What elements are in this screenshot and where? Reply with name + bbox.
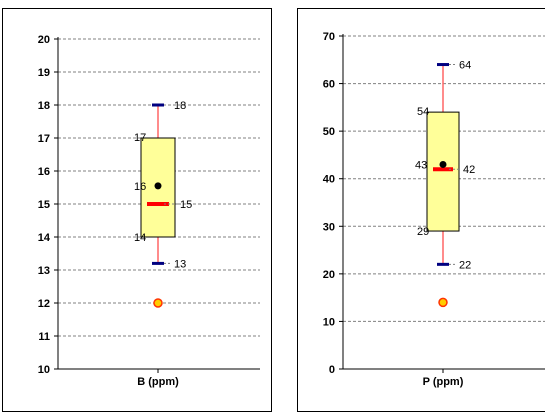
y-tick-label: 15 [38, 199, 50, 211]
iqr-box [426, 111, 460, 232]
y-tick-label: 60 [323, 79, 335, 91]
boxplot-phosphorus-svg: 0 10 20 30 40 50 60 70 P (ppm) 64 54 43 42 29 22 [323, 31, 545, 388]
x-axis-label: B (ppm) [137, 376, 179, 388]
chart-panel-phosphorus: 0 10 20 30 40 50 60 70 P (ppm) 64 54 43 42 29 22 [297, 8, 545, 412]
boxplot-boron-svg: 10 11 12 13 14 15 16 17 18 19 20 B (ppm) 18 17 16 15 14 1… [38, 34, 260, 388]
annotation-min: 22 [459, 259, 471, 271]
y-tick-label: 20 [323, 269, 335, 281]
annotation-q1: 14 [134, 232, 146, 244]
y-tick-label: 20 [38, 34, 50, 46]
annotation-max: 64 [459, 60, 471, 72]
y-tick-label: 14 [38, 232, 51, 244]
y-tick-label: 13 [38, 265, 50, 277]
annotation-mean: 43 [415, 159, 427, 171]
annotation-median: 15 [180, 199, 192, 211]
outlier-marker [153, 298, 163, 308]
mean-marker [439, 160, 447, 168]
annotation-q3: 17 [134, 132, 146, 144]
outlier-marker [438, 297, 448, 308]
y-tick-label: 30 [323, 221, 335, 233]
y-tick-label: 50 [323, 126, 335, 138]
y-tick-label: 18 [38, 100, 50, 112]
y-tick-label: 11 [38, 331, 50, 343]
y-tick-label: 70 [323, 31, 335, 43]
annotation-median: 42 [463, 164, 475, 176]
mean-marker [154, 182, 162, 190]
chart-panel-boron: 10 11 12 13 14 15 16 17 18 19 20 B (ppm) 18 17 16 15 14 1… [2, 8, 272, 412]
annotation-mean: 16 [134, 181, 146, 193]
y-tick-label: 40 [323, 174, 335, 186]
y-tick-label: 10 [38, 364, 50, 376]
annotation-max: 18 [174, 100, 186, 112]
y-tick-label: 16 [38, 166, 50, 178]
annotation-q3: 54 [417, 106, 429, 118]
annotation-q1: 29 [417, 226, 429, 238]
y-tick-label: 10 [323, 316, 335, 328]
y-tick-label: 17 [38, 133, 50, 145]
x-axis-label: P (ppm) [423, 376, 464, 388]
y-tick-label: 0 [329, 364, 335, 376]
annotation-min: 13 [174, 258, 186, 270]
y-tick-label: 12 [38, 298, 50, 310]
y-tick-label: 19 [38, 67, 50, 79]
